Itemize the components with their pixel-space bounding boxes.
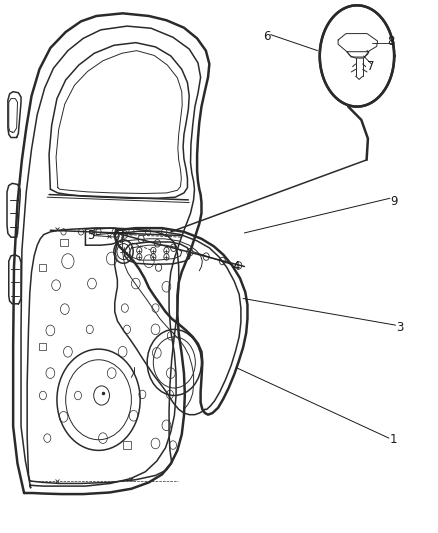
- Bar: [60, 239, 68, 246]
- Bar: [39, 264, 46, 271]
- Text: 4: 4: [232, 260, 240, 273]
- Text: 6: 6: [263, 30, 270, 43]
- Text: 8: 8: [388, 35, 395, 48]
- Text: 5: 5: [88, 229, 95, 242]
- Polygon shape: [320, 5, 394, 107]
- Text: 7: 7: [367, 60, 374, 72]
- Text: 1: 1: [390, 433, 397, 446]
- Text: 9: 9: [391, 195, 398, 208]
- Text: 3: 3: [396, 321, 404, 334]
- Bar: [123, 441, 131, 449]
- Bar: [39, 343, 46, 350]
